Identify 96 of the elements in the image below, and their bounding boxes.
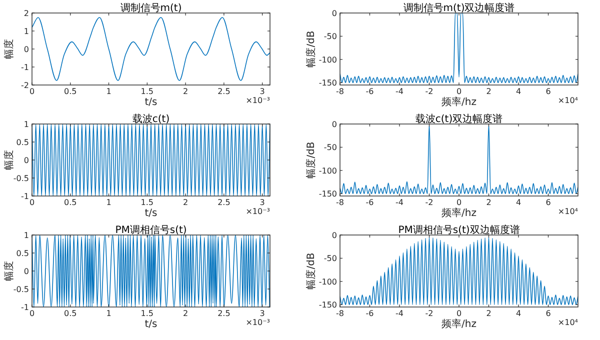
xtick: 2 bbox=[486, 87, 492, 96]
title: 载波c(t)双边幅度谱 bbox=[415, 114, 503, 125]
annotation: ×10⁻³ bbox=[246, 318, 270, 327]
xtick: 4 bbox=[516, 198, 522, 207]
title: PM调相信号s(t) bbox=[115, 225, 187, 236]
title: 载波c(t) bbox=[132, 114, 170, 125]
ylabel: 幅度 bbox=[4, 39, 15, 59]
annotation: ×10⁴ bbox=[558, 96, 578, 105]
xtick: 1.5 bbox=[140, 309, 154, 318]
xtick: 2.5 bbox=[218, 87, 230, 96]
xtick: -4 bbox=[396, 309, 404, 318]
xtick: -8 bbox=[336, 87, 344, 96]
ytick: -150 bbox=[318, 78, 337, 88]
xtick: 4 bbox=[516, 87, 522, 96]
ylabel: 幅度/dB bbox=[306, 142, 317, 178]
xtick: 3 bbox=[260, 87, 265, 96]
ytick: 0 bbox=[24, 156, 29, 165]
xtick: -4 bbox=[396, 87, 404, 96]
ylabel: 幅度/dB bbox=[306, 252, 317, 290]
xtick: 0 bbox=[29, 309, 35, 318]
xtick: 6 bbox=[546, 309, 551, 318]
ytick: -1 bbox=[21, 192, 29, 201]
ytick: -150 bbox=[318, 300, 337, 310]
ytick: -50 bbox=[324, 143, 337, 152]
xtick: 0 bbox=[29, 87, 35, 96]
ytick: 1 bbox=[24, 231, 29, 240]
annotation: ×10⁴ bbox=[558, 207, 578, 216]
xtick: 2 bbox=[486, 309, 492, 318]
xtick: 1.5 bbox=[140, 87, 154, 96]
ytick: 0 bbox=[332, 231, 337, 240]
xlabel: 频率/hz bbox=[442, 319, 476, 330]
xtick: -2 bbox=[425, 309, 434, 318]
xtick: 2 bbox=[486, 198, 492, 207]
ytick: -2 bbox=[21, 81, 29, 90]
ytick: -150 bbox=[318, 190, 337, 199]
xtick: -4 bbox=[396, 198, 404, 207]
xtick: -6 bbox=[366, 309, 374, 318]
xtick: 6 bbox=[546, 87, 551, 96]
ytick: 0 bbox=[332, 9, 337, 18]
xtick: 0 bbox=[456, 87, 462, 96]
ytick: -50 bbox=[324, 32, 337, 42]
xtick: 0 bbox=[456, 198, 462, 207]
ytick: -100 bbox=[318, 277, 337, 286]
ytick: 0.5 bbox=[16, 138, 29, 147]
xtick: 6 bbox=[546, 198, 551, 207]
ytick: 1 bbox=[24, 27, 29, 36]
xtick: -2 bbox=[425, 87, 434, 96]
xtick: -6 bbox=[366, 87, 374, 96]
title: 调制信号m(t) bbox=[120, 3, 182, 14]
ylabel: 幅度 bbox=[4, 150, 15, 170]
xtick: 2.5 bbox=[218, 309, 230, 318]
ylabel: 幅度/dB bbox=[306, 30, 317, 68]
ytick: -50 bbox=[324, 254, 337, 264]
annotation: ×10⁻³ bbox=[246, 96, 270, 105]
xlabel: 频率/hz bbox=[442, 97, 476, 108]
xtick: 1 bbox=[106, 87, 112, 96]
xtick: -6 bbox=[366, 198, 374, 207]
ytick: -1 bbox=[21, 63, 29, 72]
ytick: 0.5 bbox=[16, 249, 29, 258]
ytick: 0 bbox=[332, 120, 337, 129]
xlabel: 频率/hz bbox=[442, 208, 476, 219]
xtick: 0.5 bbox=[64, 309, 77, 318]
ytick: 2 bbox=[24, 9, 29, 18]
xlabel: t/s bbox=[144, 97, 158, 108]
ytick: -0.5 bbox=[13, 174, 29, 183]
xtick: 2 bbox=[183, 198, 188, 207]
xtick: 3 bbox=[260, 198, 265, 207]
xtick: 1.5 bbox=[140, 198, 154, 207]
xtick: 0.5 bbox=[64, 198, 77, 207]
ytick: 0 bbox=[24, 267, 29, 276]
ytick: -1 bbox=[21, 303, 29, 312]
title: PM调相信号s(t)双边幅度谱 bbox=[398, 225, 520, 236]
xlabel: t/s bbox=[144, 319, 158, 330]
xtick: 0 bbox=[29, 198, 35, 207]
annotation: ×10⁻³ bbox=[246, 207, 270, 216]
xlabel: t/s bbox=[144, 208, 158, 219]
xtick: -2 bbox=[425, 198, 434, 207]
ytick: -0.5 bbox=[13, 285, 29, 294]
xtick: -8 bbox=[336, 309, 344, 318]
annotation: ×10⁴ bbox=[558, 318, 578, 327]
xtick: 2 bbox=[183, 87, 188, 96]
xtick: -8 bbox=[336, 198, 344, 207]
xtick: 4 bbox=[516, 309, 522, 318]
ylabel: 幅度 bbox=[4, 261, 15, 281]
ytick: -100 bbox=[318, 55, 337, 64]
ytick: -100 bbox=[318, 166, 337, 176]
xtick: 1 bbox=[106, 198, 112, 207]
ytick: 0 bbox=[24, 45, 29, 54]
xtick: 2 bbox=[183, 309, 188, 318]
ytick: 1 bbox=[24, 120, 29, 129]
title: 调制信号m(t)双边幅度谱 bbox=[403, 3, 515, 14]
xtick: 1 bbox=[106, 309, 112, 318]
xtick: 0 bbox=[456, 309, 462, 318]
xtick: 3 bbox=[260, 309, 265, 318]
xtick: 0.5 bbox=[64, 87, 77, 96]
xtick: 2.5 bbox=[218, 198, 230, 207]
